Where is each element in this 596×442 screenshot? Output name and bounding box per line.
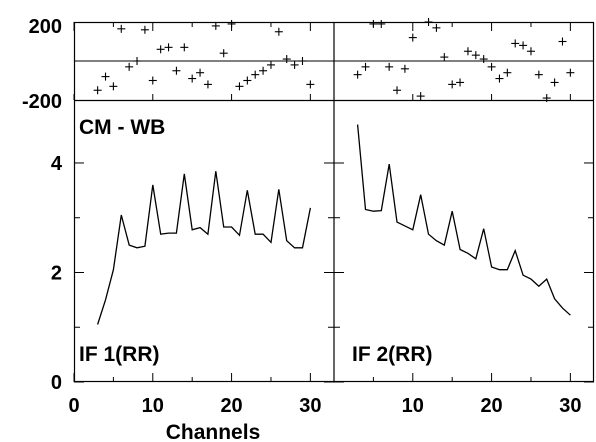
phase-point-marker	[511, 39, 520, 48]
phase-point-marker	[440, 53, 449, 62]
phase-point-marker	[266, 60, 275, 69]
amplitude-line-if2	[356, 124, 571, 316]
phase-point-marker	[393, 86, 402, 95]
phase-point-marker	[432, 23, 441, 32]
phase-point-marker	[361, 62, 370, 71]
phase-point-marker	[416, 92, 425, 101]
phase-y-tick-label-bottom: -200	[22, 91, 62, 113]
phase-point-marker	[353, 70, 362, 79]
phase-point-marker	[109, 82, 118, 91]
phase-point-marker	[133, 57, 142, 65]
phase-point-marker	[456, 78, 465, 87]
phase-point-marker	[164, 43, 173, 52]
phase-point-marker	[180, 43, 189, 52]
y-tick-label: 0	[51, 372, 62, 394]
phase-point-marker	[188, 74, 197, 83]
x-tick-label: 10	[142, 395, 164, 417]
phase-point-marker	[306, 80, 315, 89]
phase-point-marker	[479, 55, 488, 64]
amplitude-panel-label-1: IF 1(RR)	[79, 343, 160, 366]
amplitude-line-if1	[96, 171, 312, 325]
phase-point-marker	[424, 18, 433, 26]
phase-point-marker	[274, 27, 283, 36]
phase-point-marker	[400, 64, 409, 73]
phase-point-marker	[203, 80, 212, 89]
phase-point-marker	[471, 51, 480, 60]
y-tick-label: 4	[51, 153, 63, 175]
tick-labels: 0 10 20 30 10 20 30 0 2 4 200 -200	[22, 16, 582, 417]
tick-marks	[73, 22, 594, 383]
phase-point-marker	[519, 41, 528, 50]
y-tick-label: 2	[51, 262, 62, 284]
phase-point-marker	[542, 94, 551, 103]
phase-point-marker	[558, 37, 567, 46]
phase-point-marker	[487, 62, 496, 71]
phase-point-marker	[227, 19, 236, 28]
phase-point-marker	[251, 70, 260, 79]
phase-point-marker	[534, 70, 543, 79]
phase-point-marker	[196, 68, 205, 77]
phase-point-marker	[101, 72, 110, 81]
phase-point-marker	[117, 24, 126, 33]
phase-point-marker	[235, 82, 244, 91]
phase-point-marker	[219, 49, 228, 58]
phase-point-marker	[503, 68, 512, 77]
phase-point-marker	[290, 60, 299, 69]
x-tick-label: 10	[402, 395, 424, 417]
phase-point-marker	[211, 21, 220, 30]
phase-point-marker	[385, 62, 394, 71]
x-tick-label: 20	[220, 395, 242, 417]
phase-point-marker	[298, 57, 307, 65]
amplitude-panel-label-2: IF 2(RR)	[352, 343, 433, 366]
phase-point-marker	[377, 19, 386, 28]
phase-y-tick-label-top: 200	[29, 16, 62, 38]
x-tick-label: 30	[559, 395, 581, 417]
phase-point-marker	[93, 86, 102, 95]
phase-point-marker	[140, 25, 149, 34]
phase-point-marker	[259, 66, 268, 75]
phase-point-marker	[282, 55, 291, 64]
phase-point-marker	[125, 62, 134, 71]
phase-point-marker	[148, 76, 157, 85]
phase-point-marker	[566, 68, 575, 77]
x-axis-title: Channels	[166, 421, 261, 442]
x-tick-label: 20	[480, 395, 502, 417]
phase-point-marker	[172, 66, 181, 75]
phase-point-marker	[156, 45, 165, 54]
phase-point-marker	[369, 19, 378, 28]
phase-point-marker	[463, 47, 472, 56]
x-tick-label: 0	[68, 395, 79, 417]
phase-point-marker	[243, 76, 252, 85]
phase-panel-label: CM - WB	[79, 116, 165, 139]
x-tick-label: 30	[299, 395, 321, 417]
phase-point-marker	[408, 33, 417, 42]
phase-point-marker	[448, 80, 457, 89]
phase-point-marker	[550, 78, 559, 87]
phase-point-marker	[495, 74, 504, 83]
phase-point-marker	[526, 47, 535, 56]
series-layer	[93, 18, 575, 325]
